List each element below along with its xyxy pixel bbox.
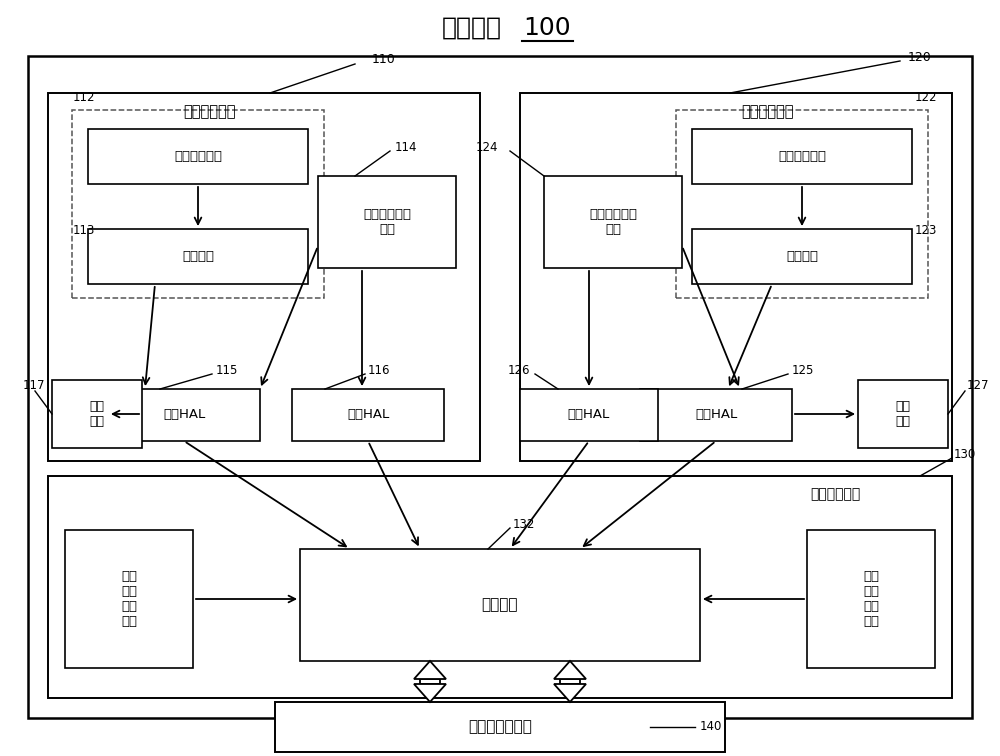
- Bar: [48, 476, 952, 698]
- Bar: [676, 110, 928, 298]
- Bar: [520, 389, 658, 441]
- Text: 音视频硬件资源: 音视频硬件资源: [468, 720, 532, 735]
- Text: 音频音频: 音频音频: [786, 250, 818, 263]
- Text: 140: 140: [700, 720, 722, 733]
- Bar: [275, 702, 725, 752]
- Text: 110: 110: [372, 54, 396, 67]
- Bar: [292, 389, 444, 441]
- Polygon shape: [414, 684, 446, 702]
- Text: 第一操作系统: 第一操作系统: [184, 104, 236, 119]
- Bar: [640, 389, 792, 441]
- Text: 硬件驱动: 硬件驱动: [482, 597, 518, 612]
- Text: 音频HAL: 音频HAL: [163, 408, 205, 422]
- Bar: [318, 176, 456, 268]
- Text: 116: 116: [368, 364, 390, 377]
- Text: 132: 132: [513, 519, 535, 531]
- Polygon shape: [414, 661, 446, 679]
- Bar: [88, 229, 308, 284]
- Bar: [65, 530, 193, 668]
- Text: 125: 125: [792, 364, 814, 377]
- Text: 操作系统内核: 操作系统内核: [810, 487, 860, 501]
- Text: 音频HAL: 音频HAL: [695, 408, 737, 422]
- Text: 127: 127: [967, 380, 990, 392]
- Text: 第二操作系统: 第二操作系统: [741, 104, 793, 119]
- Bar: [108, 389, 260, 441]
- Bar: [28, 56, 972, 718]
- Polygon shape: [554, 661, 586, 679]
- Text: 123: 123: [915, 225, 937, 237]
- Bar: [52, 380, 142, 448]
- Bar: [420, 679, 440, 684]
- Text: 多媒体播放器
服务: 多媒体播放器 服务: [589, 208, 637, 236]
- Bar: [72, 110, 324, 298]
- Text: 100: 100: [523, 16, 571, 40]
- Text: 112: 112: [73, 91, 96, 104]
- Text: 126: 126: [508, 364, 530, 377]
- Text: 睡眠
标记
激活
标记: 睡眠 标记 激活 标记: [863, 570, 879, 628]
- Text: 音频策略服务: 音频策略服务: [778, 150, 826, 163]
- Bar: [858, 380, 948, 448]
- Text: 114: 114: [395, 141, 418, 154]
- Text: 音频引擎: 音频引擎: [182, 250, 214, 263]
- Text: 130: 130: [954, 448, 976, 461]
- Text: 120: 120: [908, 51, 932, 64]
- Bar: [300, 549, 700, 661]
- Bar: [88, 129, 308, 184]
- Bar: [560, 679, 580, 684]
- Text: 监听
线程: 监听 线程: [895, 400, 910, 428]
- Text: 视频HAL: 视频HAL: [568, 408, 610, 422]
- Text: 122: 122: [915, 91, 938, 104]
- Text: 终端设备: 终端设备: [442, 16, 502, 40]
- Bar: [692, 229, 912, 284]
- Text: 113: 113: [73, 225, 95, 237]
- Text: 115: 115: [216, 364, 238, 377]
- Text: 124: 124: [476, 141, 498, 154]
- Bar: [544, 176, 682, 268]
- Bar: [807, 530, 935, 668]
- Text: 多媒体播放器
服务: 多媒体播放器 服务: [363, 208, 411, 236]
- Polygon shape: [554, 684, 586, 702]
- Text: 视频HAL: 视频HAL: [347, 408, 389, 422]
- Bar: [520, 93, 952, 461]
- Text: 监听
线程: 监听 线程: [90, 400, 104, 428]
- Text: 117: 117: [23, 380, 46, 392]
- Bar: [692, 129, 912, 184]
- Text: 睡眠
标记
激活
标记: 睡眠 标记 激活 标记: [121, 570, 137, 628]
- Text: 音频策略服务: 音频策略服务: [174, 150, 222, 163]
- Bar: [48, 93, 480, 461]
